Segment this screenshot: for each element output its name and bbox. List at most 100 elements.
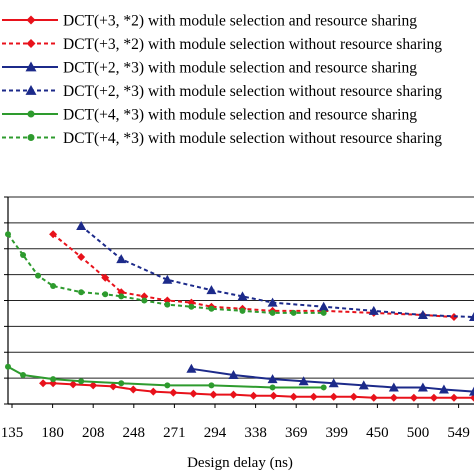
data-point xyxy=(169,388,178,397)
data-point xyxy=(237,291,248,301)
series-4 xyxy=(76,220,474,322)
x-axis-ticks: 13518020824827129433836939945050054959 xyxy=(1,404,470,441)
legend: DCT(+3, *2) with module selection and re… xyxy=(2,13,442,147)
data-point xyxy=(49,230,58,239)
legend-swatch-marker xyxy=(27,110,35,118)
data-point xyxy=(206,285,217,295)
legend-label: DCT(+4, *3) with module selection withou… xyxy=(63,130,442,147)
legend-swatch-marker xyxy=(27,134,35,141)
data-point xyxy=(20,372,27,379)
data-point xyxy=(129,385,138,394)
data-point xyxy=(186,363,197,373)
series-line xyxy=(191,367,474,393)
gridlines xyxy=(4,196,474,405)
legend-label: DCT(+2, *3) with module selection and re… xyxy=(63,60,417,77)
data-point xyxy=(417,382,428,392)
data-point xyxy=(318,301,329,311)
series-line xyxy=(43,382,474,399)
data-point xyxy=(358,380,369,390)
data-point xyxy=(349,392,358,401)
data-point xyxy=(20,251,27,258)
data-point xyxy=(101,273,110,282)
series-line xyxy=(52,233,455,319)
legend-item: DCT(+3, *2) with module selection and re… xyxy=(2,13,417,30)
legend-label: DCT(+2, *3) with module selection withou… xyxy=(63,83,442,100)
data-point xyxy=(50,283,57,290)
x-tick-label: 180 xyxy=(41,425,64,441)
data-point xyxy=(309,392,318,401)
data-point xyxy=(208,382,215,389)
data-point xyxy=(35,272,42,279)
data-point xyxy=(469,312,474,322)
legend-label: DCT(+3, *2) with module selection and re… xyxy=(63,13,417,30)
data-point xyxy=(249,391,258,400)
data-point xyxy=(164,382,171,389)
x-tick-label: 450 xyxy=(366,425,389,441)
x-tick-label: 399 xyxy=(326,425,349,441)
data-point xyxy=(89,381,98,390)
data-point xyxy=(267,297,278,307)
legend-item: DCT(+4, *3) with module selection and re… xyxy=(2,107,417,124)
data-point xyxy=(449,393,458,402)
data-point xyxy=(320,309,327,316)
data-point xyxy=(50,376,57,383)
data-point xyxy=(76,220,87,230)
data-point xyxy=(267,374,278,384)
data-point xyxy=(269,391,278,400)
data-point xyxy=(5,363,11,370)
data-point xyxy=(417,309,428,319)
data-point xyxy=(162,274,173,284)
legend-swatch-marker xyxy=(26,15,36,25)
data-point xyxy=(429,393,438,402)
legend-swatch-marker xyxy=(26,39,36,48)
data-point xyxy=(141,297,148,304)
data-point xyxy=(368,305,379,315)
data-point xyxy=(164,301,171,308)
data-point xyxy=(116,254,127,264)
data-point xyxy=(69,380,78,389)
data-point xyxy=(109,382,118,391)
series-6 xyxy=(5,231,327,316)
legend-item: DCT(+3, *2) with module selection withou… xyxy=(2,36,442,53)
data-point xyxy=(188,303,195,310)
data-point xyxy=(389,393,398,402)
x-tick-label: 369 xyxy=(285,425,308,441)
data-point xyxy=(118,293,125,300)
legend-swatch-marker xyxy=(25,61,37,72)
data-point xyxy=(269,309,276,316)
series-line xyxy=(80,225,474,319)
data-point xyxy=(269,384,276,391)
x-tick-label: 500 xyxy=(407,425,430,441)
data-point xyxy=(369,393,378,402)
data-point xyxy=(228,370,239,380)
data-point xyxy=(388,382,399,392)
x-tick-label: 294 xyxy=(204,425,227,441)
x-tick-label: 208 xyxy=(82,425,105,441)
series-1 xyxy=(39,379,474,402)
data-point xyxy=(239,307,246,314)
data-point xyxy=(189,389,198,398)
data-point xyxy=(149,387,158,396)
legend-label: DCT(+4, *3) with module selection and re… xyxy=(63,107,417,124)
data-point xyxy=(469,386,474,396)
data-point xyxy=(209,390,218,399)
data-point xyxy=(78,289,85,296)
series-layer xyxy=(5,220,474,402)
legend-swatch-marker xyxy=(25,85,37,95)
x-tick-label: 338 xyxy=(244,425,267,441)
data-point xyxy=(118,380,125,387)
data-point xyxy=(329,392,338,401)
legend-item: DCT(+2, *3) with module selection and re… xyxy=(2,60,417,77)
legend-item: DCT(+4, *3) with module selection withou… xyxy=(2,130,442,147)
x-tick-label: 135 xyxy=(1,425,24,441)
data-point xyxy=(438,384,449,394)
data-point xyxy=(102,291,109,298)
data-point xyxy=(298,376,309,386)
series-3 xyxy=(186,363,474,396)
x-tick-label: 248 xyxy=(123,425,146,441)
x-axis-title: Design delay (ns) xyxy=(187,455,293,471)
data-point xyxy=(5,231,11,238)
data-point xyxy=(289,392,298,401)
series-2 xyxy=(49,230,458,322)
